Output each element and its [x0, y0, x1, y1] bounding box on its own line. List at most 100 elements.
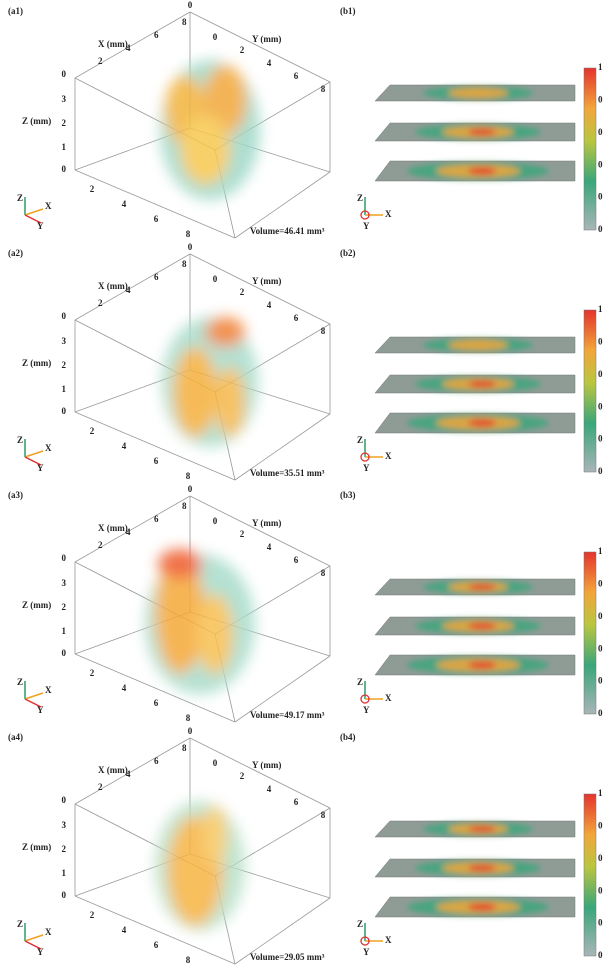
slice-heat	[407, 656, 549, 674]
tick-label: 4	[126, 527, 131, 537]
tick-label: 4	[122, 199, 127, 209]
tick-label: 6	[154, 30, 159, 40]
panel-label: (b3)	[340, 490, 356, 500]
tick-label: 0	[213, 32, 218, 42]
tick-label: 6	[154, 514, 159, 524]
slice-heat	[423, 580, 533, 594]
box-edge	[190, 254, 330, 324]
tick-label: 2	[98, 56, 103, 66]
tick-label: 8	[321, 326, 326, 336]
triad-label: Z	[357, 677, 363, 687]
tick-label: 1	[62, 626, 67, 636]
tick-label: 6	[154, 756, 159, 766]
triad-x	[25, 451, 43, 457]
tick-label: 6	[294, 71, 299, 81]
tick-label: 2	[90, 668, 95, 678]
colorbar-tick: 0.4	[598, 401, 603, 411]
triad-label: Z	[357, 919, 363, 929]
tick-label: 8	[182, 501, 187, 511]
tick-label: 1	[62, 142, 67, 152]
triad-label: Z	[17, 435, 23, 445]
axis-label: Z (mm)	[22, 842, 51, 852]
triad-label: X	[385, 209, 392, 219]
tick-label: 6	[294, 555, 299, 565]
triad-label: X	[45, 927, 52, 937]
volume-blob	[205, 317, 245, 347]
axis-label: Z (mm)	[22, 358, 51, 368]
tick-label: 4	[122, 683, 127, 693]
tick-label: 2	[240, 45, 245, 55]
tick-label: 0	[62, 311, 67, 321]
colorbar-tick: 1	[598, 62, 603, 72]
colorbar-tick: 0.2	[598, 434, 603, 444]
tick-label: 4	[267, 58, 272, 68]
colorbar-tick: 0.8	[598, 94, 603, 104]
axis-label: X (mm)	[98, 39, 128, 49]
slice-heat	[407, 414, 549, 432]
slice-heat	[423, 338, 533, 352]
colorbar-tick: 0.4	[598, 885, 603, 895]
tick-label: 8	[182, 259, 187, 269]
colorbar-tick: 0.8	[598, 820, 603, 830]
tick-label: 2	[62, 602, 67, 612]
tick-label: 2	[98, 782, 103, 792]
volume-blob	[180, 115, 230, 185]
triad-label: Z	[17, 919, 23, 929]
triad-label: Y	[363, 705, 370, 715]
volume-blob	[215, 367, 245, 437]
tick-label: 4	[267, 300, 272, 310]
tick-label: 3	[62, 820, 67, 830]
colorbar	[584, 310, 596, 472]
tick-label: 4	[122, 441, 127, 451]
colorbar-tick: 0.8	[598, 336, 603, 346]
axis-label: Y (mm)	[252, 518, 281, 528]
slice-heat	[407, 162, 549, 180]
heat	[468, 380, 496, 387]
tick-label: 8	[186, 229, 191, 239]
tick-label: 2	[240, 529, 245, 539]
triad-label: Y	[363, 947, 370, 957]
heat	[448, 340, 508, 351]
box-edge	[75, 12, 190, 78]
colorbar-tick: 0.6	[598, 369, 603, 379]
volume-blob	[203, 806, 227, 866]
box-edge	[75, 738, 190, 804]
triad-label: Z	[17, 193, 23, 203]
triad-x	[25, 693, 43, 699]
triad-label: Z	[17, 677, 23, 687]
tick-label: 8	[321, 84, 326, 94]
tick-label: 0	[188, 0, 193, 10]
colorbar-tick: 0.4	[598, 643, 603, 653]
volume-text: Volume=35.51 mm³	[250, 468, 325, 478]
heat	[468, 661, 496, 669]
tick-label: 2	[62, 118, 67, 128]
tick-label: 8	[321, 568, 326, 578]
tick-label: 2	[90, 184, 95, 194]
tick-label: 0	[188, 242, 193, 252]
tick-label: 6	[294, 797, 299, 807]
tick-label: 3	[62, 94, 67, 104]
slice-heat	[423, 822, 533, 836]
volume-render	[155, 801, 245, 931]
colorbar-tick: 1	[598, 546, 603, 556]
tick-label: 0	[188, 484, 193, 494]
tick-label: 1	[62, 868, 67, 878]
triad-label: X	[45, 685, 52, 695]
triad-label: Y	[37, 947, 44, 957]
heat	[468, 419, 496, 427]
tick-label: 4	[267, 542, 272, 552]
colorbar-tick: 0	[598, 466, 603, 476]
triad-label: X	[385, 935, 392, 945]
triad-label: X	[45, 443, 52, 453]
colorbar-tick: 1	[598, 304, 603, 314]
axis-label: X (mm)	[98, 523, 128, 533]
tick-label: 0	[62, 553, 67, 563]
triad-label: Y	[363, 221, 370, 231]
colorbar-tick: 0.8	[598, 578, 603, 588]
heat	[468, 622, 496, 629]
heat	[468, 826, 496, 832]
tick-label: 6	[154, 940, 159, 950]
triad-label: X	[385, 693, 392, 703]
panel-label: (b2)	[340, 248, 356, 258]
axis-label: Y (mm)	[252, 760, 281, 770]
